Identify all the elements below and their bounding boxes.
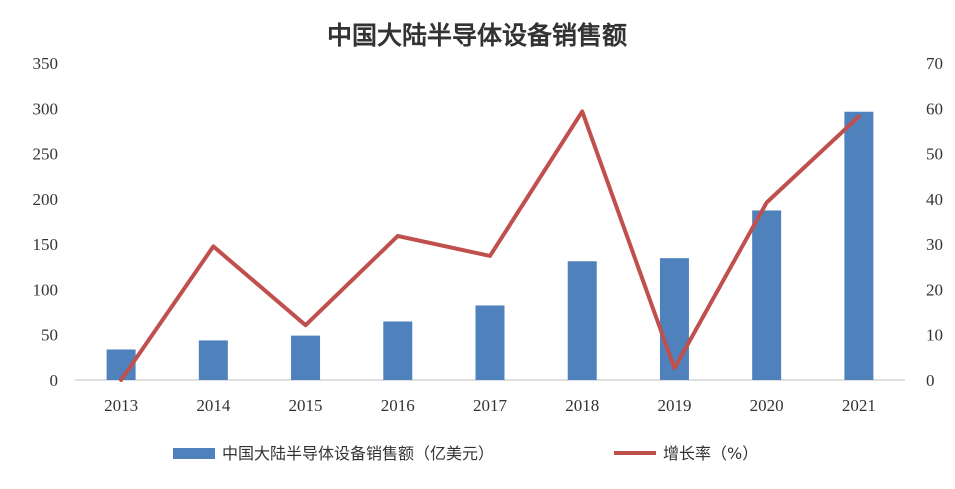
- y-left-tick-label: 150: [33, 235, 59, 254]
- y-right-tick-label: 70: [926, 54, 943, 73]
- x-tick-label: 2020: [750, 396, 784, 415]
- growth-point-2013: [120, 379, 122, 381]
- growth-point-2016: [397, 235, 399, 237]
- y-left-tick-label: 350: [33, 54, 59, 73]
- y-right-tick-label: 60: [926, 99, 943, 118]
- y-left-tick-label: 0: [50, 371, 59, 390]
- growth-point-2019: [673, 367, 675, 369]
- y-left-tick-label: 200: [33, 190, 59, 209]
- y-right-tick-label: 0: [926, 371, 935, 390]
- bar-2015: [291, 335, 321, 380]
- growth-point-2015: [305, 324, 307, 326]
- bar-2019: [659, 258, 689, 380]
- legend: 中国大陆半导体设备销售额（亿美元） 增长率（%）: [173, 444, 758, 463]
- growth-point-2017: [489, 255, 491, 257]
- axes: 0 50 100 150 200 250 300 350 0 10 20 30 40 50 60 70 2013…: [33, 54, 944, 415]
- y-left-tick-label: 100: [33, 280, 59, 299]
- y-right-tick-label: 10: [926, 326, 943, 345]
- bar-2018: [567, 261, 597, 380]
- y-right-tick-label: 30: [926, 235, 943, 254]
- legend-bar-label: 中国大陆半导体设备销售额（亿美元）: [222, 444, 494, 463]
- growth-point-2021: [858, 115, 860, 117]
- x-tick-label: 2018: [565, 396, 599, 415]
- growth-point-2020: [766, 201, 768, 203]
- bar-2021: [844, 111, 874, 381]
- bar-2020: [752, 210, 782, 380]
- x-tick-label: 2014: [196, 396, 231, 415]
- line-series: [119, 109, 861, 382]
- y-left-tick-label: 300: [33, 99, 59, 118]
- y-left-tick-label: 50: [41, 326, 58, 345]
- legend-line-label: 增长率（%）: [663, 444, 758, 463]
- bar-series: [106, 111, 874, 381]
- bar-2017: [475, 305, 505, 380]
- x-tick-label: 2015: [289, 396, 323, 415]
- y-right-tick-label: 20: [926, 280, 943, 299]
- x-tick-label: 2019: [657, 396, 691, 415]
- x-tick-label: 2016: [381, 396, 415, 415]
- growth-point-2018: [581, 110, 583, 112]
- y-left-tick-label: 250: [33, 145, 59, 164]
- y-right-tick-label: 40: [926, 190, 943, 209]
- bar-2016: [383, 321, 413, 380]
- growth-point-2014: [212, 245, 214, 247]
- y-right-tick-label: 50: [926, 145, 943, 164]
- chart-title: 中国大陆半导体设备销售额: [327, 21, 627, 50]
- legend-bar-swatch: [173, 448, 215, 459]
- x-tick-label: 2017: [473, 396, 508, 415]
- bar-2014: [198, 340, 228, 380]
- x-tick-label: 2013: [104, 396, 138, 415]
- x-tick-label: 2021: [842, 396, 876, 415]
